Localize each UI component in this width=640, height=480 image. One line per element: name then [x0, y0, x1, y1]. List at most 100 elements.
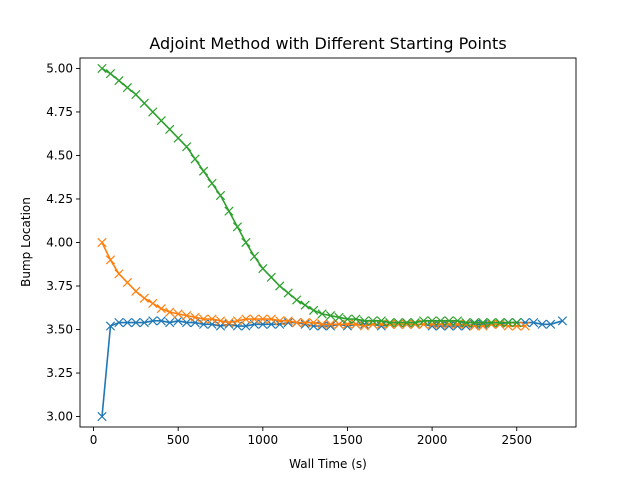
data-point-marker	[351, 314, 361, 324]
data-point-marker	[469, 319, 480, 329]
data-point-marker	[266, 272, 276, 282]
data-point-marker	[165, 307, 175, 317]
data-point-marker	[393, 319, 403, 329]
data-point-marker	[529, 317, 539, 328]
y-tick-label: 4.25	[46, 192, 73, 206]
data-point-marker	[461, 317, 471, 328]
data-point-marker	[207, 178, 217, 188]
data-point-marker	[224, 206, 234, 216]
series-layer	[97, 63, 568, 422]
data-point-marker	[182, 317, 192, 328]
data-point-marker	[435, 316, 446, 326]
data-point-marker	[393, 317, 403, 328]
data-point-marker	[182, 142, 192, 152]
data-point-marker	[478, 319, 488, 329]
data-point-marker	[419, 316, 429, 326]
data-point-marker	[131, 89, 141, 100]
data-point-marker	[198, 166, 209, 176]
data-point-marker	[469, 317, 480, 328]
data-point-marker	[266, 314, 276, 324]
data-point-marker	[308, 317, 319, 328]
series-3	[97, 63, 522, 328]
data-point-marker	[122, 317, 133, 328]
data-point-marker	[342, 314, 353, 324]
data-point-marker	[139, 293, 149, 303]
data-point-marker	[308, 305, 319, 316]
x-tick-label: 1000	[248, 433, 279, 447]
data-point-marker	[173, 316, 183, 326]
y-axis-label: Bump Location	[19, 197, 33, 287]
data-point-marker	[325, 321, 336, 331]
data-point-marker	[444, 316, 454, 326]
data-point-marker	[478, 317, 488, 328]
data-point-marker	[215, 316, 226, 326]
data-point-marker	[241, 314, 251, 324]
data-point-marker	[232, 222, 243, 232]
data-point-marker	[198, 314, 209, 324]
data-point-marker	[486, 319, 496, 329]
data-point-marker	[224, 317, 234, 328]
data-point-marker	[215, 190, 226, 201]
data-point-marker	[376, 316, 386, 326]
data-point-marker	[334, 319, 344, 329]
data-point-marker	[258, 263, 268, 274]
data-point-marker	[557, 316, 568, 326]
data-point-marker	[139, 317, 149, 328]
data-point-marker	[156, 316, 166, 326]
data-point-marker	[283, 288, 293, 298]
y-tick-label: 3.00	[46, 410, 73, 424]
data-point-marker	[114, 76, 124, 86]
data-point-marker	[275, 316, 285, 326]
data-point-marker	[300, 300, 310, 310]
x-tick-label: 2500	[501, 433, 532, 447]
x-tick-label: 1500	[332, 433, 363, 447]
data-point-marker	[148, 316, 158, 326]
data-point-marker	[359, 316, 370, 326]
data-point-marker	[317, 319, 327, 329]
y-tick-label: 3.25	[46, 366, 73, 380]
data-point-marker	[165, 317, 175, 328]
data-point-marker	[131, 317, 141, 328]
data-point-marker	[334, 312, 344, 322]
y-tick-label: 4.50	[46, 148, 73, 162]
data-point-marker	[410, 317, 420, 328]
data-point-marker	[275, 281, 285, 291]
data-point-marker	[131, 286, 141, 296]
data-point-marker	[190, 312, 200, 322]
data-point-marker	[156, 304, 166, 314]
data-point-marker	[512, 317, 522, 328]
data-point-marker	[173, 133, 183, 143]
data-point-marker	[503, 317, 513, 328]
data-point-marker	[122, 277, 133, 288]
data-point-marker	[97, 63, 107, 74]
data-point-marker	[97, 411, 107, 422]
data-point-marker	[486, 317, 496, 328]
x-tick-label: 0	[90, 433, 98, 447]
data-point-marker	[114, 317, 124, 328]
data-point-marker	[325, 319, 336, 329]
data-point-marker	[317, 309, 327, 319]
data-point-marker	[139, 98, 149, 108]
data-point-marker	[325, 310, 336, 321]
data-point-marker	[114, 269, 124, 279]
data-point-marker	[249, 251, 259, 262]
data-point-marker	[427, 316, 437, 326]
y-tick-label: 5.00	[46, 61, 73, 75]
data-point-marker	[105, 321, 116, 331]
x-axis-label: Wall Time (s)	[289, 457, 367, 471]
data-point-marker	[545, 319, 556, 329]
data-point-marker	[537, 319, 547, 329]
data-point-marker	[97, 237, 107, 248]
chart-title: Adjoint Method with Different Starting P…	[149, 34, 506, 53]
data-point-marker	[232, 316, 243, 326]
data-point-marker	[249, 314, 259, 324]
data-point-marker	[520, 321, 530, 331]
data-point-marker	[402, 317, 412, 328]
data-point-marker	[292, 317, 302, 328]
data-point-marker	[402, 319, 412, 329]
data-point-marker	[241, 237, 251, 248]
data-point-marker	[495, 319, 505, 329]
data-point-marker	[368, 316, 378, 326]
plot-frame	[79, 57, 577, 428]
